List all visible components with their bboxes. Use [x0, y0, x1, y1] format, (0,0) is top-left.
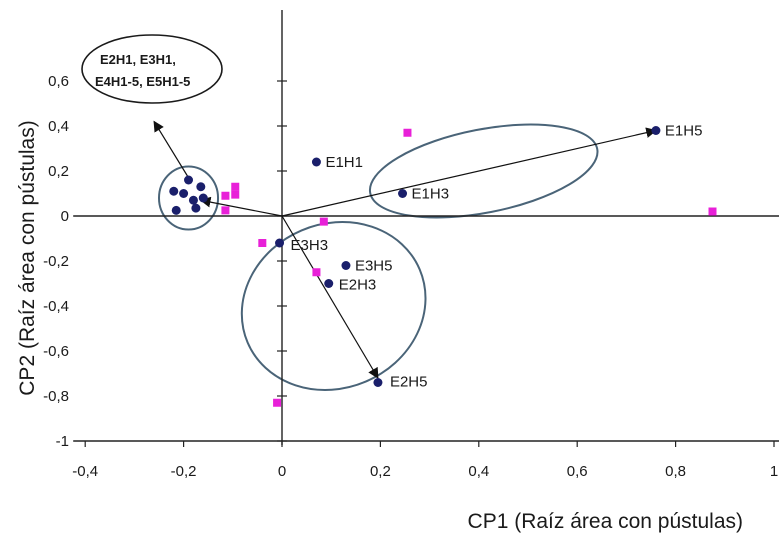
treatment-point: [196, 182, 206, 192]
point-label: E2H3: [339, 277, 377, 294]
treatment-point: [324, 279, 334, 288]
variable-point: [312, 268, 321, 277]
loading-vector: [199, 196, 283, 217]
treatment-point: [311, 157, 321, 167]
variable-point: [221, 191, 230, 200]
group-ellipse: [240, 221, 427, 391]
y-tick-label: 0: [61, 208, 69, 225]
treatment-point: [341, 261, 351, 270]
treatment-point: [188, 195, 198, 205]
treatment-point: [275, 238, 285, 248]
loading-vector: [281, 127, 657, 217]
point-label: E3H3: [291, 237, 329, 254]
y-tick-label: -1: [56, 433, 69, 450]
x-tick-label: 0,8: [665, 463, 686, 480]
variable-point: [221, 206, 230, 215]
variable-point: [231, 190, 240, 199]
y-tick-label: -0,2: [43, 253, 69, 270]
variable-point: [231, 182, 240, 191]
x-tick-label: -0,4: [72, 463, 98, 480]
treatment-point: [198, 193, 208, 203]
variable-point: [319, 217, 328, 226]
group-ellipse: [158, 165, 220, 231]
treatment-point: [191, 203, 201, 213]
y-tick-label: 0,6: [48, 73, 69, 90]
y-tick-label: -0,8: [43, 388, 69, 405]
y-tick-label: -0,4: [43, 298, 69, 315]
group-ellipse: [368, 123, 599, 219]
point-label: E1H1: [325, 154, 363, 171]
treatment-point: [373, 378, 383, 387]
variable-point: [403, 128, 412, 137]
treatment-point: [184, 175, 194, 185]
treatment-markers: [169, 126, 661, 387]
x-tick-label: 0,2: [370, 463, 391, 480]
loading-vector: [281, 215, 379, 379]
tick-labels: -0,4 -0,2 0 0,2 0,4 0,6 0,8 1 0,6 0,4 0,2 0 -0,2 -0,4…: [43, 73, 778, 480]
variable-markers: [221, 128, 717, 407]
x-tick-label: 0,6: [567, 463, 588, 480]
treatment-point: [398, 189, 408, 198]
axes: [73, 10, 779, 447]
variable-point: [258, 239, 267, 247]
loading-vectors: [153, 120, 657, 379]
callout-line-1: E2H1, E3H1,: [100, 52, 176, 67]
point-label: E2H5: [390, 374, 428, 391]
x-tick-label: 0,4: [468, 463, 489, 480]
point-label: E3H5: [355, 258, 393, 275]
treatment-point: [651, 126, 661, 135]
group-ellipses: [158, 123, 599, 391]
callout-arrow: [153, 120, 190, 179]
treatment-point: [171, 205, 181, 215]
variable-point: [273, 398, 282, 407]
variable-point: [708, 207, 717, 216]
x-axis-title: CP1 (Raíz área con pústulas): [468, 510, 743, 533]
cluster-callout: E2H1, E3H1, E4H1-5, E5H1-5: [81, 34, 223, 104]
point-labels: E1H1 E1H3 E1H5 E3H3 E3H5 E2H3 E2H5: [291, 123, 703, 391]
y-axis-title: CP2 (Raíz área con pústulas): [16, 120, 39, 395]
point-label: E1H3: [412, 186, 450, 203]
x-tick-label: 0: [278, 463, 286, 480]
x-tick-label: 1: [770, 463, 778, 480]
callout-ellipse: [81, 34, 223, 104]
treatment-point: [179, 189, 189, 198]
y-tick-label: 0,2: [48, 163, 69, 180]
y-tick-label: 0,4: [48, 118, 69, 135]
point-label: E1H5: [665, 123, 703, 140]
y-tick-label: -0,6: [43, 343, 69, 360]
treatment-point: [169, 186, 179, 196]
callout-line-2: E4H1-5, E5H1-5: [95, 74, 190, 89]
x-tick-label: -0,2: [171, 463, 197, 480]
